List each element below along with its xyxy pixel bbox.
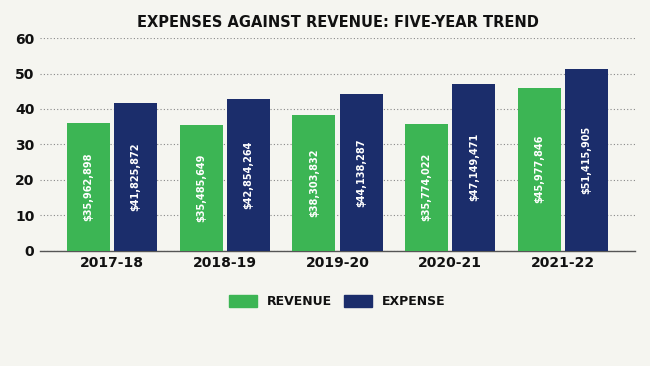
Text: $45,977,846: $45,977,846 <box>534 135 544 203</box>
Bar <box>114 102 157 251</box>
Text: $35,962,898: $35,962,898 <box>83 153 94 221</box>
Text: $47,149,471: $47,149,471 <box>469 133 479 201</box>
Bar <box>405 124 448 251</box>
Text: $35,485,649: $35,485,649 <box>196 154 206 222</box>
Bar <box>518 88 560 251</box>
Bar <box>292 115 335 251</box>
Text: $51,415,905: $51,415,905 <box>582 126 592 194</box>
Title: EXPENSES AGAINST REVENUE: FIVE-YEAR TREND: EXPENSES AGAINST REVENUE: FIVE-YEAR TREN… <box>136 15 538 30</box>
Text: $44,138,287: $44,138,287 <box>356 138 366 207</box>
Bar <box>179 125 222 251</box>
Bar <box>565 68 608 251</box>
Bar <box>452 84 495 251</box>
Text: $35,774,022: $35,774,022 <box>421 153 432 221</box>
Text: $38,303,832: $38,303,832 <box>309 149 318 217</box>
Text: $41,825,872: $41,825,872 <box>131 142 141 211</box>
Bar <box>227 99 270 251</box>
Legend: REVENUE, EXPENSE: REVENUE, EXPENSE <box>229 295 446 308</box>
Text: $42,854,264: $42,854,264 <box>244 141 254 209</box>
Bar <box>67 123 110 251</box>
Bar <box>340 94 383 251</box>
